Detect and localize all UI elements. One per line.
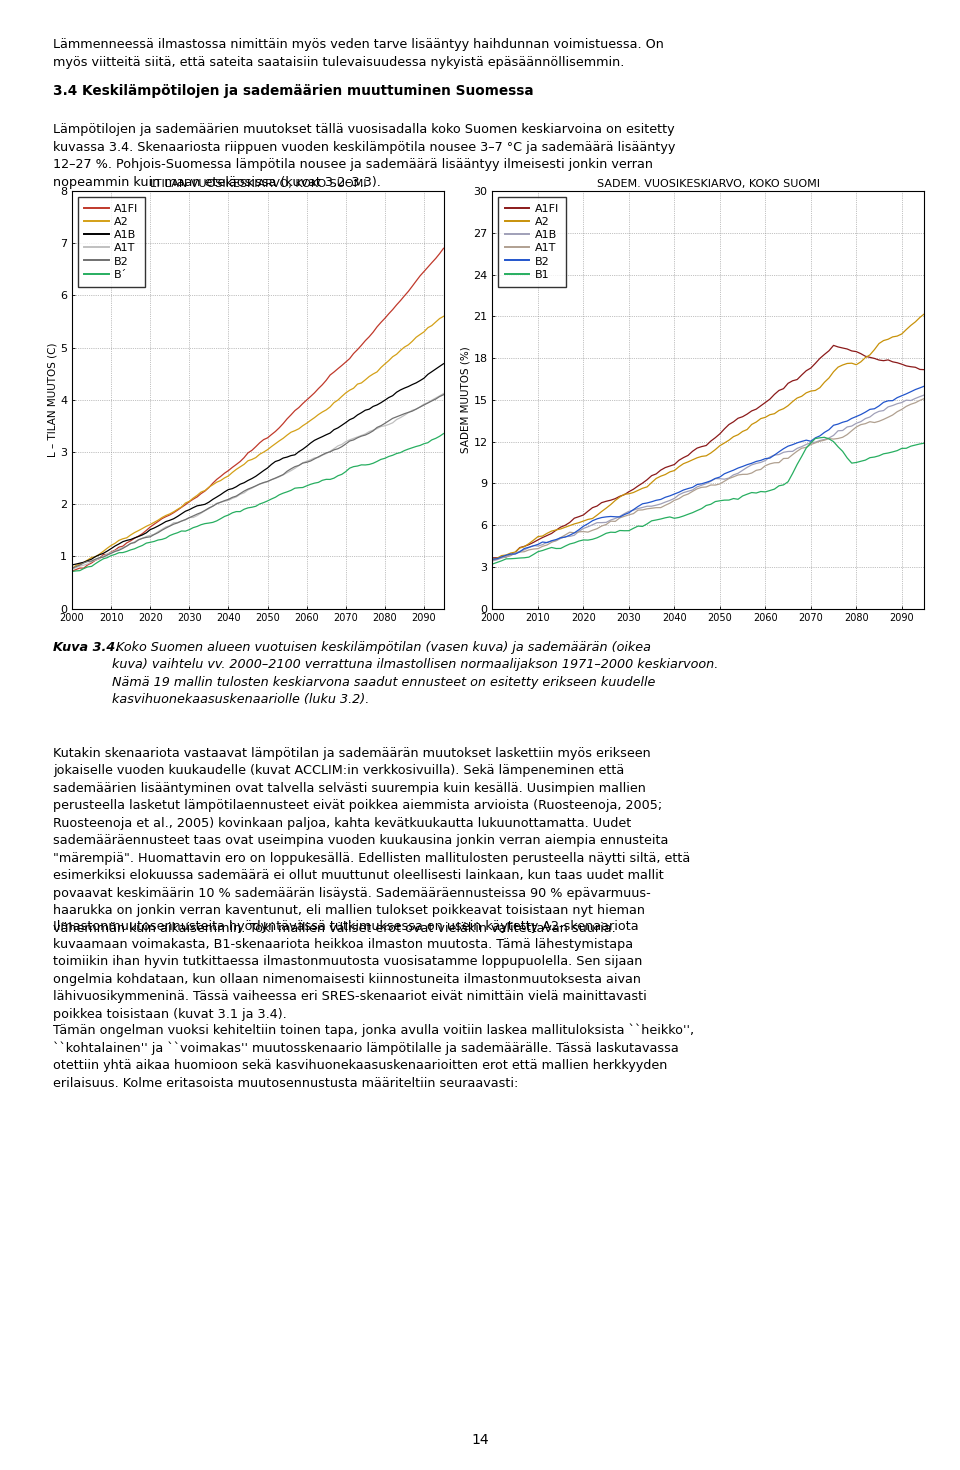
Y-axis label: L – TILAN MUUTOS (C): L – TILAN MUUTOS (C) (47, 343, 58, 457)
Text: Kutakin skenaariota vastaavat lämpötilan ja sademäärän muutokset laskettiin myös: Kutakin skenaariota vastaavat lämpötilan… (53, 747, 690, 935)
Text: 3.4 Keskilämpötilojen ja sademäärien muuttuminen Suomessa: 3.4 Keskilämpötilojen ja sademäärien muu… (53, 84, 534, 98)
Text: 14: 14 (471, 1433, 489, 1446)
Text: Koko Suomen alueen vuotuisen keskilämpötilan (vasen kuva) ja sademäärän (oikea
k: Koko Suomen alueen vuotuisen keskilämpöt… (112, 641, 719, 707)
Title: LTILAN VUOSIKESKIARVO, KOKO SUOMI: LTILAN VUOSIKESKIARVO, KOKO SUOMI (150, 179, 366, 190)
Text: Lämmenneessä ilmastossa nimittäin myös veden tarve lisääntyy haihdunnan voimistu: Lämmenneessä ilmastossa nimittäin myös v… (53, 38, 663, 69)
Text: Tämän ongelman vuoksi kehiteltiin toinen tapa, jonka avulla voitiin laskea malli: Tämän ongelman vuoksi kehiteltiin toinen… (53, 1023, 694, 1089)
Legend: A1FI, A2, A1B, A1T, B2, B1: A1FI, A2, A1B, A1T, B2, B1 (498, 197, 565, 287)
Text: Ilmastonmuutosennusteita hyödyntävässä tutkimuksessa on usein käytetty A2-skenaa: Ilmastonmuutosennusteita hyödyntävässä t… (53, 920, 646, 1020)
Text: Kuva 3.4.: Kuva 3.4. (53, 641, 120, 654)
Legend: A1FI, A2, A1B, A1T, B2, B´: A1FI, A2, A1B, A1T, B2, B´ (78, 197, 145, 287)
Title: SADEM. VUOSIKESKIARVO, KOKO SUOMI: SADEM. VUOSIKESKIARVO, KOKO SUOMI (597, 179, 820, 190)
Y-axis label: SADEM MUUTOS (%): SADEM MUUTOS (%) (461, 347, 470, 453)
Text: Lämpötilojen ja sademäärien muutokset tällä vuosisadalla koko Suomen keskiarvoin: Lämpötilojen ja sademäärien muutokset tä… (53, 123, 675, 190)
